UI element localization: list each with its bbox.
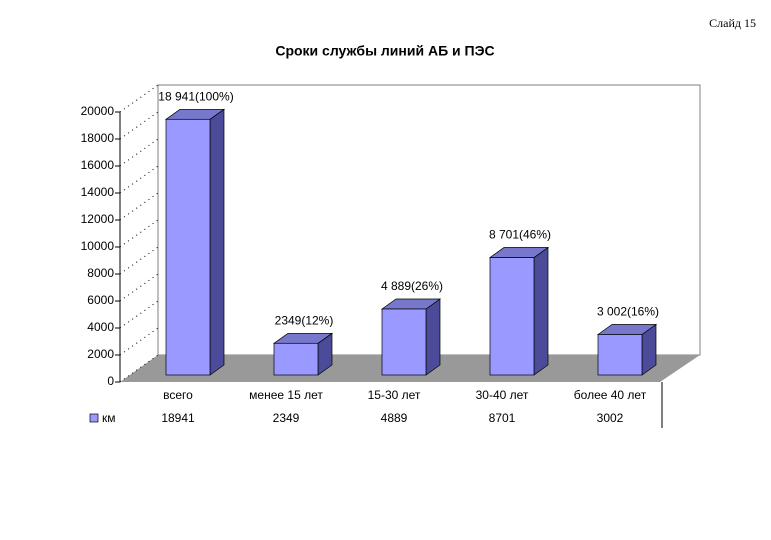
y-tick-label: 10000 [81, 239, 115, 253]
value-label: 3 002(16%) [597, 305, 659, 319]
grid-line [119, 111, 159, 140]
x-tick-label: более 40 лет [574, 388, 647, 402]
legend-label: км [102, 411, 116, 425]
y-tick-label: 18000 [81, 131, 115, 145]
slide-label: Слайд 15 [709, 16, 756, 30]
grid-line [119, 138, 159, 167]
y-tick-label: 4000 [87, 320, 114, 334]
y-tick-label: 2000 [87, 347, 114, 361]
bar-side [425, 298, 441, 376]
value-label: 8 701(46%) [489, 228, 551, 242]
x-tick-label: 30-40 лет [476, 388, 529, 402]
bar-side [209, 108, 225, 376]
value-label: 4 889(26%) [381, 279, 443, 293]
x-tick-label: 15-30 лет [368, 388, 421, 402]
grid-line [119, 273, 159, 302]
y-tick-label: 16000 [81, 158, 115, 172]
table-value: 8701 [489, 411, 516, 425]
bar-side [533, 246, 549, 376]
grid-line [119, 84, 159, 113]
table-value: 2349 [273, 411, 300, 425]
bar [273, 342, 319, 376]
y-tick-label: 12000 [81, 212, 115, 226]
grid-line [119, 300, 159, 329]
y-tick-label: 0 [107, 374, 114, 388]
table-value: 3002 [597, 411, 624, 425]
value-label: 18 941(100%) [158, 89, 233, 103]
chart-title: Сроки службы линий АБ и ПЭС [275, 43, 494, 59]
table-value: 4889 [381, 411, 408, 425]
bar [381, 308, 427, 376]
grid-line [119, 192, 159, 221]
value-label: 2349(12%) [275, 313, 334, 327]
y-tick-label: 14000 [81, 185, 115, 199]
bar [165, 118, 211, 376]
grid-line [119, 219, 159, 248]
y-tick-label: 6000 [87, 293, 114, 307]
legend-swatch [89, 413, 99, 423]
grid-line [119, 246, 159, 275]
bar [597, 334, 643, 376]
y-tick-label: 8000 [87, 266, 114, 280]
grid-line [119, 327, 159, 356]
x-tick-label: менее 15 лет [249, 388, 323, 402]
grid-line [119, 165, 159, 194]
x-tick-label: всего [163, 388, 193, 402]
bar [489, 257, 535, 376]
table-value: 18941 [161, 411, 195, 425]
y-tick-label: 20000 [81, 104, 115, 118]
